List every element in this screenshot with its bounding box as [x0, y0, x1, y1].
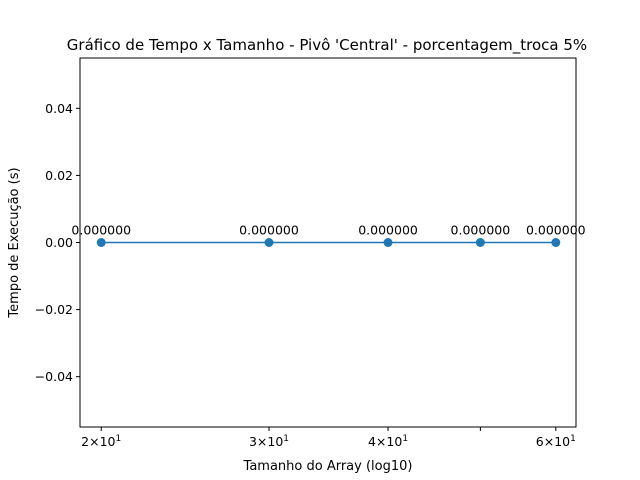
x-tick-label: 2×101 — [81, 434, 121, 449]
data-label: 0.000000 — [71, 223, 131, 238]
data-point — [551, 238, 561, 247]
y-axis: 0.04 0.02 0.00 −0.02 −0.04 — [35, 101, 80, 384]
data-point — [475, 238, 485, 247]
data-label: 0.000000 — [526, 223, 586, 238]
y-tick-label: −0.04 — [35, 369, 73, 384]
y-tick-label: 0.02 — [45, 168, 73, 183]
data-point — [383, 238, 393, 247]
x-tick-label: 6×101 — [536, 434, 576, 449]
y-tick-label: 0.00 — [45, 235, 73, 250]
y-tick-label: 0.04 — [45, 101, 73, 116]
data-label: 0.000000 — [451, 223, 511, 238]
chart-title: Gráfico de Tempo x Tamanho - Pivô 'Centr… — [67, 36, 587, 55]
data-labels: 0.000000 0.000000 0.000000 0.000000 0.000000 — [71, 223, 585, 238]
x-tick-label: 4×101 — [368, 434, 408, 449]
y-axis-label: Tempo de Execução (s) — [7, 167, 22, 318]
y-tick-label: −0.02 — [35, 302, 73, 317]
data-point — [96, 238, 106, 247]
data-label: 0.000000 — [239, 223, 299, 238]
x-axis-label: Tamanho do Array (log10) — [243, 459, 413, 474]
data-label: 0.000000 — [358, 223, 418, 238]
x-axis: 2×101 3×101 4×101 6×101 — [81, 427, 576, 449]
data-points — [96, 238, 561, 247]
x-tick-label: 3×101 — [249, 434, 289, 449]
data-point — [264, 238, 274, 247]
